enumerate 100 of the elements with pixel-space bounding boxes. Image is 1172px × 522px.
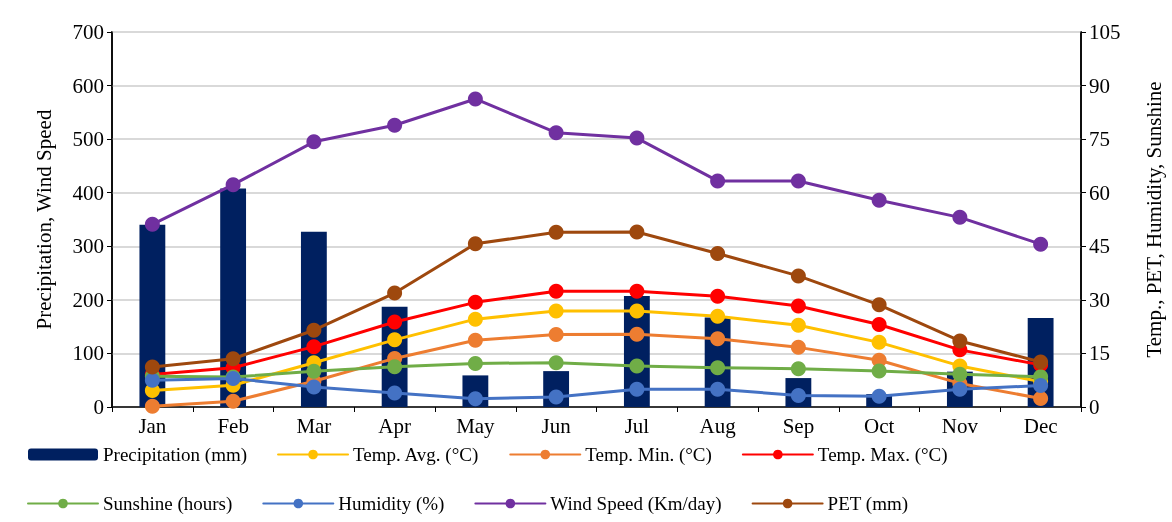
legend-label: Temp. Max. (°C) — [817, 444, 948, 466]
x-tick-label: Sep — [782, 413, 815, 438]
point — [467, 332, 483, 348]
y-tick-label: 0 — [93, 395, 104, 419]
point — [387, 314, 403, 330]
point — [790, 339, 806, 355]
x-tick-label: Jan — [138, 413, 167, 438]
point — [1033, 390, 1049, 406]
x-tick-label: May — [456, 413, 496, 438]
y2-tick-label: 45 — [1089, 234, 1110, 259]
y2-tick-label: 105 — [1089, 20, 1121, 44]
point — [548, 327, 564, 342]
point — [1033, 378, 1049, 394]
point — [710, 331, 726, 347]
point — [629, 358, 645, 374]
point — [306, 379, 322, 395]
point — [306, 322, 322, 338]
legend-label: Sunshine (hours) — [103, 493, 233, 515]
point — [467, 355, 483, 371]
point — [144, 398, 160, 414]
legend-label: Humidity (%) — [338, 493, 445, 515]
point — [467, 311, 483, 327]
x-tick-label: Jun — [541, 413, 572, 438]
point — [629, 283, 645, 299]
point — [225, 393, 241, 409]
point — [144, 359, 160, 375]
point — [710, 308, 726, 324]
point — [871, 363, 887, 379]
y-tick-label: 700 — [72, 20, 104, 44]
point — [790, 268, 806, 284]
point — [871, 388, 887, 404]
point — [871, 192, 887, 208]
point — [548, 224, 564, 240]
point — [306, 134, 322, 150]
y-tick-label: 600 — [72, 73, 104, 98]
y2-tick-label: 15 — [1089, 341, 1110, 366]
point — [952, 366, 968, 382]
x-tick-label: Mar — [296, 413, 332, 438]
point — [790, 298, 806, 314]
point — [790, 317, 806, 333]
point — [306, 363, 322, 379]
point — [387, 117, 403, 133]
point — [710, 288, 726, 304]
point — [710, 173, 726, 189]
point — [629, 326, 645, 342]
point — [548, 303, 564, 319]
legend-label: Precipitation (mm) — [103, 444, 248, 466]
y-tick-label: 300 — [72, 234, 104, 259]
point — [790, 361, 806, 377]
point — [871, 297, 887, 313]
point — [952, 209, 968, 225]
point — [387, 285, 403, 301]
point — [871, 334, 887, 350]
point — [1033, 236, 1049, 252]
y2-tick-label: 0 — [1089, 395, 1100, 419]
y2-axis-title: Temp., PET, Humidity, Sunshine — [1141, 81, 1166, 358]
point — [548, 283, 564, 299]
point — [871, 317, 887, 332]
x-tick-label: Apr — [378, 413, 411, 438]
point — [548, 125, 564, 141]
x-tick-label: Aug — [699, 413, 737, 438]
point — [710, 381, 726, 397]
point — [306, 339, 322, 355]
point — [387, 359, 403, 375]
point — [225, 177, 241, 193]
y-tick-label: 400 — [72, 180, 104, 205]
point — [710, 245, 726, 261]
point — [467, 236, 483, 252]
point — [952, 333, 968, 349]
x-tick-label: Nov — [941, 413, 979, 438]
point — [629, 130, 645, 146]
x-tick-label: Dec — [1023, 413, 1058, 438]
point — [144, 372, 160, 388]
y-tick-label: 200 — [72, 287, 104, 312]
legend-label: Wind Speed (Km/day) — [550, 493, 722, 515]
x-tick-label: Jul — [624, 413, 650, 438]
point — [710, 360, 726, 376]
legend-label: PET (mm) — [827, 493, 909, 515]
point — [790, 173, 806, 189]
legend-label: Temp. Avg. (°C) — [353, 444, 479, 466]
point — [467, 294, 483, 310]
y2-tick-label: 30 — [1089, 287, 1110, 312]
y2-tick-label: 90 — [1089, 73, 1110, 98]
point — [225, 351, 241, 367]
y-axis-title: Precipitation, Wind Speed — [31, 109, 56, 330]
legend-label: Temp. Min. (°C) — [585, 444, 712, 466]
y-tick-label: 100 — [72, 341, 104, 366]
y-tick-label: 500 — [72, 127, 104, 152]
x-tick-label: Feb — [217, 413, 249, 438]
x-tick-label: Oct — [863, 413, 895, 438]
point — [387, 385, 403, 401]
point — [548, 355, 564, 371]
point — [629, 303, 645, 319]
y2-tick-label: 75 — [1089, 127, 1110, 152]
point — [467, 91, 483, 107]
point — [629, 224, 645, 240]
point — [629, 381, 645, 397]
point — [144, 216, 160, 232]
point — [387, 332, 403, 348]
y2-tick-label: 60 — [1089, 180, 1110, 205]
